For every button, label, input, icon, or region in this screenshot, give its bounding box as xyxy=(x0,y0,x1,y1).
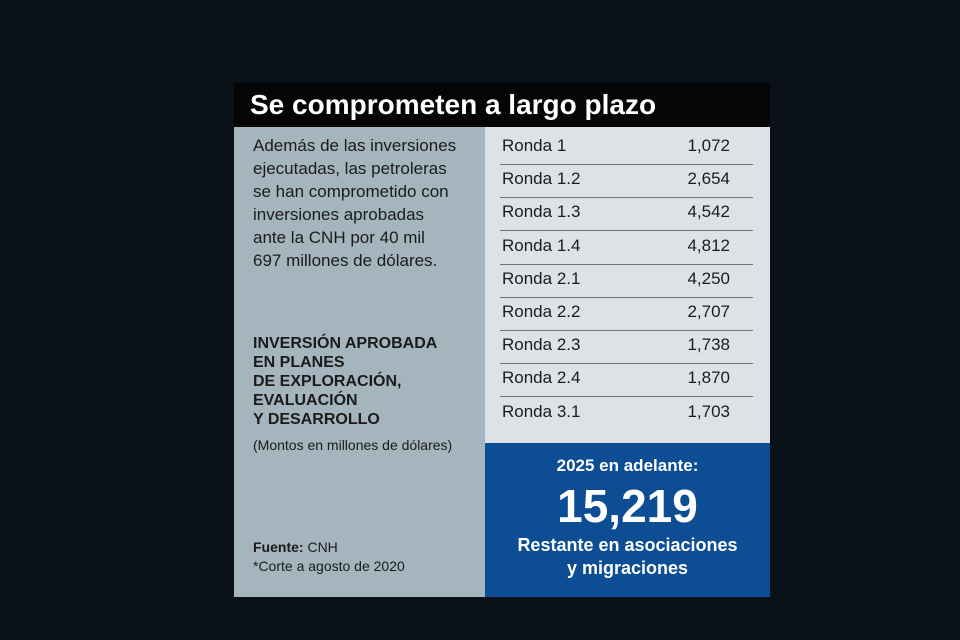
intro-line: ante la CNH por 40 mil xyxy=(253,228,425,247)
source-value: CNH xyxy=(307,539,338,555)
row-label: Ronda 1.4 xyxy=(502,235,581,255)
heading-line: DE EXPLORACIÓN, xyxy=(253,373,402,390)
row-divider xyxy=(500,330,753,331)
row-label: Ronda 2.3 xyxy=(502,335,581,355)
row-value: 1,870 xyxy=(687,368,730,388)
title-bar: Se comprometen a largo plazo xyxy=(234,83,770,127)
table: Ronda 1 1,072 Ronda 1.2 2,654 Ronda 1.3 4,542… xyxy=(485,127,770,443)
intro-line: Además de las inversiones xyxy=(253,136,457,155)
source: Fuente: CNH xyxy=(253,539,338,555)
row-value: 2,707 xyxy=(687,302,730,321)
row-divider xyxy=(500,263,753,265)
footnote: *Corte a agosto de 2020 xyxy=(253,558,405,574)
heading-line: INVERSIÓN APROBADA xyxy=(253,335,438,352)
row-divider xyxy=(500,296,753,298)
row-label: Ronda 3.1 xyxy=(502,401,581,421)
row-divider xyxy=(500,164,753,165)
intro-line: se han comprometido con xyxy=(253,182,449,201)
row-value: 4,812 xyxy=(687,235,730,255)
intro-line: inversiones aprobadas xyxy=(253,205,425,224)
heading-line: EN PLANES xyxy=(253,354,345,371)
intro-line: 697 millones de dólares. xyxy=(253,251,438,270)
highlight-box: 2025 en adelante: 15,219 Restante en aso… xyxy=(485,443,770,597)
intro-line: ejecutadas, las petroleras xyxy=(253,159,447,178)
row-divider xyxy=(500,230,753,232)
row-value: 1,703 xyxy=(687,401,730,421)
heading-line: EVALUACIÓN xyxy=(253,392,358,409)
row-divider xyxy=(500,363,753,365)
row-divider xyxy=(500,197,753,199)
row-value: 2,654 xyxy=(687,169,730,189)
row-label: Ronda 2.4 xyxy=(502,368,581,388)
caption-line: y migraciones xyxy=(566,558,689,578)
note: (Montos en millones de dólares) xyxy=(253,437,453,453)
row-value: 4,250 xyxy=(687,268,730,288)
row-divider xyxy=(500,396,753,398)
highlight-label: 2025 en adelante: xyxy=(556,456,699,475)
row-label: Ronda 1.2 xyxy=(502,169,581,189)
row-value: 1,072 xyxy=(687,136,730,155)
row-value: 4,542 xyxy=(687,202,730,222)
infographic: Se comprometen a largo plazo (Montos en … xyxy=(234,83,770,597)
row-label: Ronda 1 xyxy=(502,136,567,155)
source-label: Fuente: xyxy=(253,539,304,555)
row-label: Ronda 1.3 xyxy=(502,202,581,222)
title: Se comprometen a largo plazo xyxy=(250,89,657,120)
heading-line: Y DESARROLLO xyxy=(253,411,380,428)
caption-line: Restante en asociaciones xyxy=(517,535,738,555)
row-label: Ronda 2.1 xyxy=(502,268,581,288)
row-label: Ronda 2.2 xyxy=(502,302,581,321)
highlight-value: 15,219 xyxy=(557,480,698,532)
row-value: 1,738 xyxy=(687,335,730,355)
